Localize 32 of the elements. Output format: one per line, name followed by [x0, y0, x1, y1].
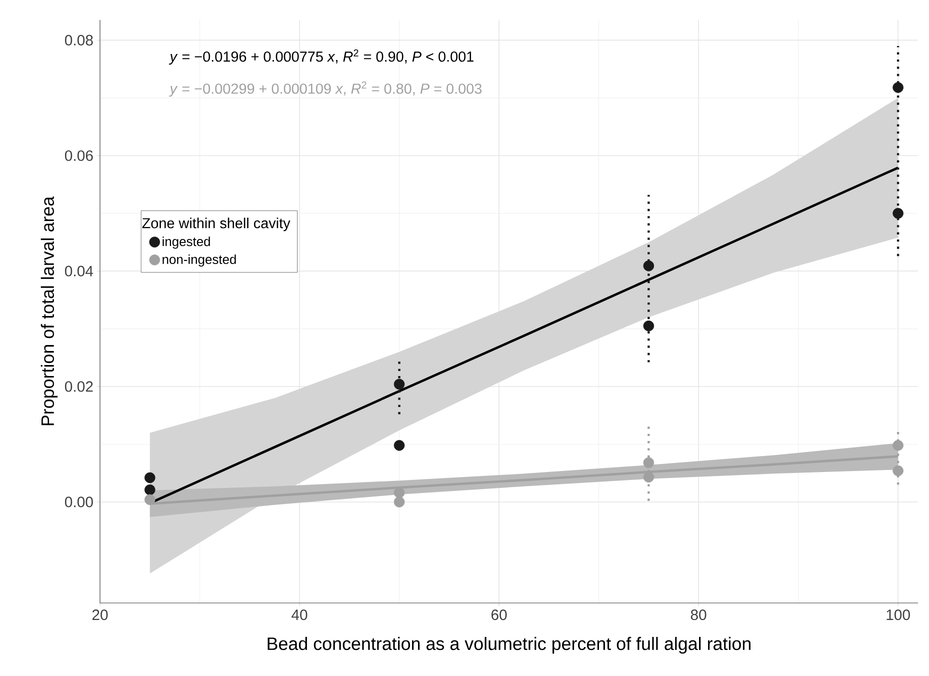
- point: [643, 260, 654, 272]
- point: [643, 320, 654, 332]
- y-tick-label: 0.00: [64, 496, 93, 508]
- x-tick-label: 20: [92, 610, 108, 620]
- y-tick-label: 0.08: [64, 34, 93, 46]
- point: [394, 440, 405, 451]
- y-tick-label: 0.04: [64, 266, 94, 276]
- y-tick-label: 0.06: [64, 150, 93, 161]
- legend-title: Zone within shell cavity: [142, 218, 290, 232]
- x-tick-label: 60: [491, 610, 507, 620]
- x-tick-label: 100: [886, 610, 910, 620]
- point: [892, 208, 904, 219]
- y-tick-label: 0.02: [64, 381, 93, 392]
- x-tick-label: 80: [690, 610, 706, 620]
- y-axis-title: Proportion of total larval area: [40, 196, 58, 426]
- point: [394, 378, 405, 390]
- point: [892, 440, 904, 451]
- point: [144, 472, 156, 484]
- point: [144, 484, 156, 496]
- point: [144, 494, 156, 506]
- legend-label: non-ingested: [162, 254, 236, 267]
- point: [892, 82, 904, 93]
- point: [643, 472, 654, 483]
- text: y = −0.00299 + 0.000109 x, R$^{2}$ = 0.80, P = 0.003: [168, 81, 482, 97]
- point: [643, 457, 654, 468]
- x-tick-label: 40: [292, 610, 308, 620]
- legend-label: ingested: [162, 236, 210, 249]
- x-axis-title: Bead concentration as a volumetric percent of full algal ration: [268, 636, 750, 654]
- text: y = −0.0196 + 0.000775 x, R$^{2}$ = 0.90, P < 0.001: [168, 49, 474, 65]
- point: [394, 496, 405, 508]
- point: [394, 487, 405, 498]
- point: [892, 465, 904, 476]
